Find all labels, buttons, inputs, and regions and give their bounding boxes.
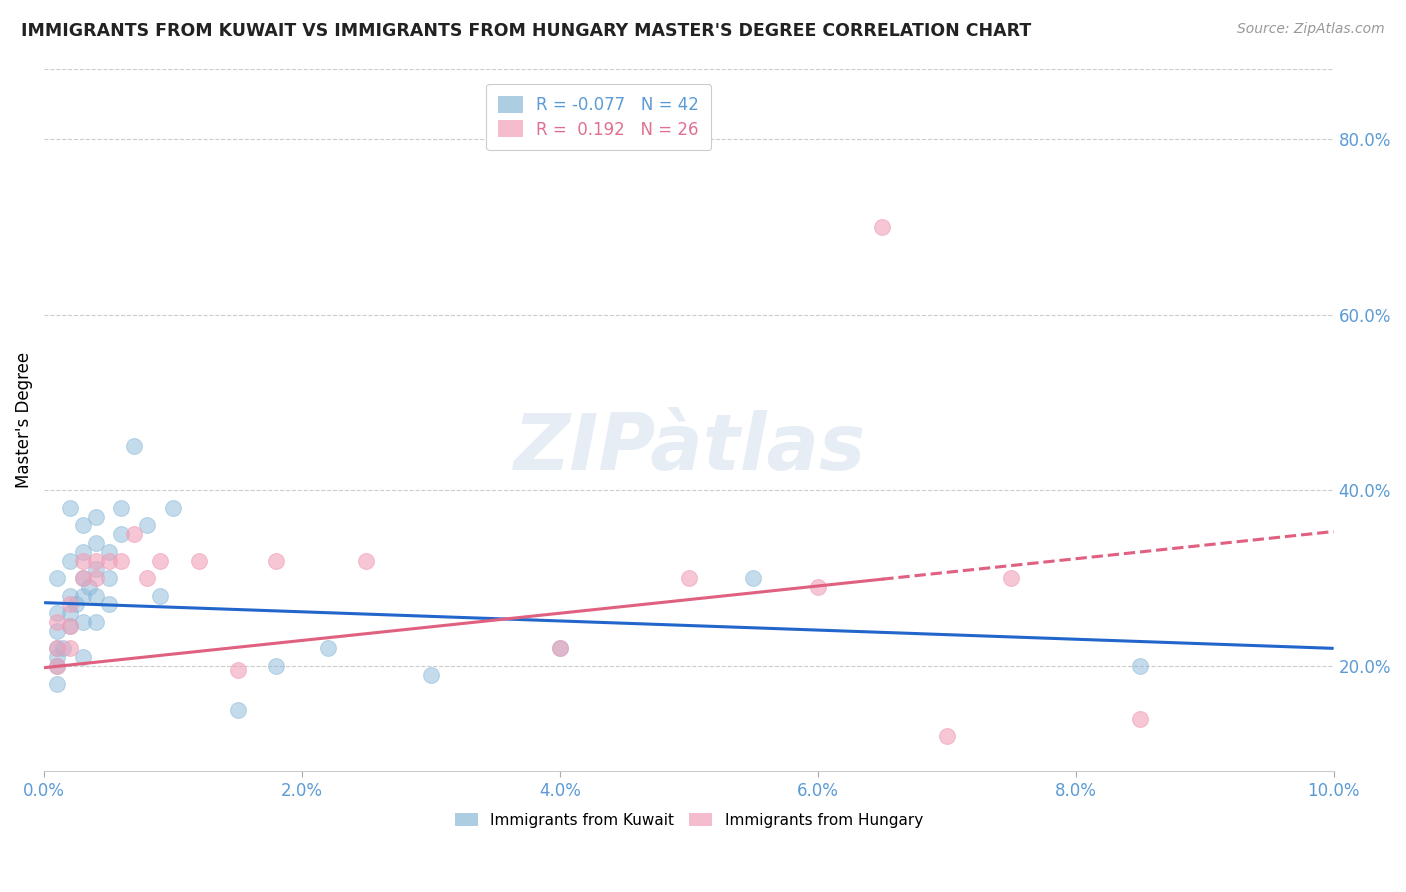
- Point: [1129, 712, 1152, 726]
- Point: [149, 553, 172, 567]
- Point: [264, 659, 287, 673]
- Point: [65, 598, 87, 612]
- Point: [187, 553, 209, 567]
- Y-axis label: Master's Degree: Master's Degree: [15, 351, 32, 488]
- Legend: Immigrants from Kuwait, Immigrants from Hungary: Immigrants from Kuwait, Immigrants from …: [449, 806, 929, 834]
- Point: [162, 500, 184, 515]
- Point: [97, 553, 120, 567]
- Point: [84, 589, 107, 603]
- Text: IMMIGRANTS FROM KUWAIT VS IMMIGRANTS FROM HUNGARY MASTER'S DEGREE CORRELATION CH: IMMIGRANTS FROM KUWAIT VS IMMIGRANTS FRO…: [21, 22, 1032, 40]
- Point: [72, 553, 94, 567]
- Point: [1000, 571, 1022, 585]
- Point: [110, 527, 132, 541]
- Point: [316, 641, 339, 656]
- Point: [52, 641, 75, 656]
- Point: [124, 439, 146, 453]
- Point: [548, 641, 571, 656]
- Point: [84, 615, 107, 629]
- Text: Source: ZipAtlas.com: Source: ZipAtlas.com: [1237, 22, 1385, 37]
- Point: [46, 659, 69, 673]
- Point: [46, 676, 69, 690]
- Point: [97, 571, 120, 585]
- Point: [59, 553, 82, 567]
- Point: [807, 580, 830, 594]
- Point: [149, 589, 172, 603]
- Point: [46, 641, 69, 656]
- Point: [356, 553, 378, 567]
- Point: [46, 641, 69, 656]
- Point: [136, 518, 159, 533]
- Point: [59, 619, 82, 633]
- Point: [46, 659, 69, 673]
- Point: [59, 500, 82, 515]
- Point: [59, 589, 82, 603]
- Point: [72, 571, 94, 585]
- Point: [72, 615, 94, 629]
- Point: [72, 545, 94, 559]
- Point: [46, 615, 69, 629]
- Point: [72, 571, 94, 585]
- Point: [226, 703, 249, 717]
- Point: [84, 536, 107, 550]
- Point: [97, 545, 120, 559]
- Point: [72, 518, 94, 533]
- Point: [59, 641, 82, 656]
- Point: [72, 589, 94, 603]
- Point: [226, 663, 249, 677]
- Point: [935, 729, 957, 743]
- Point: [872, 219, 894, 234]
- Point: [1129, 659, 1152, 673]
- Point: [46, 571, 69, 585]
- Point: [84, 509, 107, 524]
- Point: [59, 619, 82, 633]
- Point: [59, 598, 82, 612]
- Text: ZIPàtlas: ZIPàtlas: [513, 410, 865, 486]
- Point: [72, 650, 94, 665]
- Point: [46, 606, 69, 620]
- Point: [77, 580, 100, 594]
- Point: [124, 527, 146, 541]
- Point: [136, 571, 159, 585]
- Point: [678, 571, 700, 585]
- Point: [46, 624, 69, 638]
- Point: [84, 562, 107, 576]
- Point: [46, 650, 69, 665]
- Point: [110, 500, 132, 515]
- Point: [742, 571, 765, 585]
- Point: [84, 553, 107, 567]
- Point: [84, 571, 107, 585]
- Point: [110, 553, 132, 567]
- Point: [97, 598, 120, 612]
- Point: [548, 641, 571, 656]
- Point: [59, 606, 82, 620]
- Point: [264, 553, 287, 567]
- Point: [420, 667, 443, 681]
